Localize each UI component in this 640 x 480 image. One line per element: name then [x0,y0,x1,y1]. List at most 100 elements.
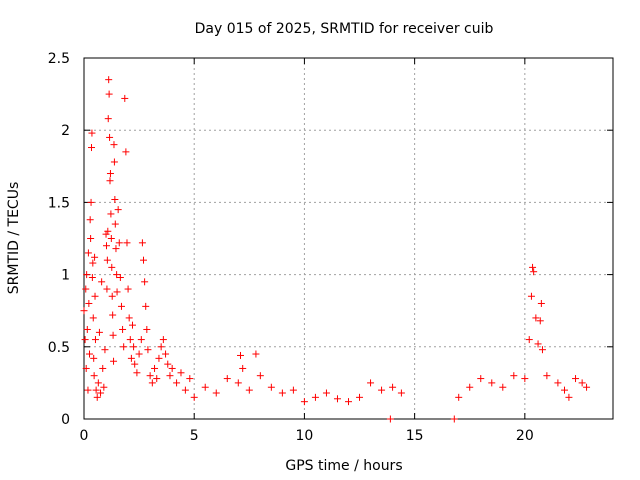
data-point [488,379,496,387]
data-point [561,386,569,394]
data-point [113,288,121,296]
data-point [120,343,128,351]
data-point [130,343,138,351]
data-point [534,340,542,348]
data-point [84,386,92,394]
data-point [116,273,124,281]
data-point [510,372,518,380]
data-point [133,369,141,377]
y-tick-label: 2.5 [48,51,70,67]
data-point [105,90,113,98]
data-point [110,158,118,166]
data-point [82,364,90,372]
data-point [110,141,118,149]
data-point [102,242,110,250]
data-point [141,278,149,286]
data-point [112,245,120,253]
data-point [499,383,507,391]
data-point [389,383,397,391]
data-point [89,314,97,322]
data-point [86,216,94,224]
data-point [137,336,145,344]
data-point [155,354,163,362]
data-point [95,328,103,336]
y-tick-label: 1.5 [48,195,70,211]
data-point [356,393,364,401]
data-point [143,325,151,333]
data-point [107,210,115,218]
data-point [477,375,485,383]
data-point [538,346,546,354]
data-point [536,317,544,325]
data-point [527,292,535,300]
data-point [93,393,101,401]
x-tick-label: 0 [80,428,89,444]
data-point [106,170,114,178]
data-point [103,285,111,293]
data-point [190,393,198,401]
data-point [83,271,91,279]
x-tick-label: 15 [406,428,424,444]
data-point [106,133,114,141]
data-point [450,415,458,423]
y-tick-label: 0 [61,412,70,428]
data-point [572,375,580,383]
x-axis-label: GPS time / hours [285,458,402,474]
data-point [122,148,130,156]
data-point [583,383,591,391]
x-tick-label: 20 [516,428,534,444]
data-point [109,331,117,339]
data-point [554,379,562,387]
data-point [94,379,102,387]
data-point [239,364,247,372]
data-point [386,415,394,423]
data-point [252,350,260,358]
data-point [151,364,159,372]
data-point [166,372,174,380]
axis-ticks: 0 5 10 15 20 0 0.5 1 1.5 2 2.5 [48,51,613,444]
data-point [201,383,209,391]
data-point [88,129,96,137]
data-point [289,386,297,394]
data-point [106,177,114,185]
data-point [530,268,538,276]
data-point [173,379,181,387]
data-point [525,336,533,344]
data-point [91,336,99,344]
data-point [104,115,112,123]
data-point [300,398,308,406]
data-point [89,259,97,267]
data-point [186,375,194,383]
data-point [105,76,113,84]
data-point [109,311,117,319]
data-point [92,386,100,394]
data-point [90,372,98,380]
data-point [212,389,220,397]
data-point [322,389,330,397]
data-point [532,314,540,322]
data-point [97,389,105,397]
data-point [455,393,463,401]
y-tick-label: 2 [61,123,70,139]
data-point [140,256,148,264]
data-point [278,389,286,397]
data-point [117,302,125,310]
data-point [578,379,586,387]
data-point [367,379,375,387]
y-tick-label: 0.5 [48,340,70,356]
data-point [138,239,146,247]
data-point [87,198,95,206]
data-point [119,325,127,333]
data-point [521,375,529,383]
data-point [111,196,119,204]
data-point [87,144,95,152]
data-point [84,249,92,257]
data-point [131,360,139,368]
data-point [236,351,244,359]
y-axis-label: SRMTID / TECUs [6,182,22,295]
chart-title: Day 015 of 2025, SRMTID for receiver cui… [195,21,494,37]
data-point [378,386,386,394]
data-point [168,364,176,372]
x-tick-label: 10 [296,428,314,444]
data-point [114,206,122,214]
